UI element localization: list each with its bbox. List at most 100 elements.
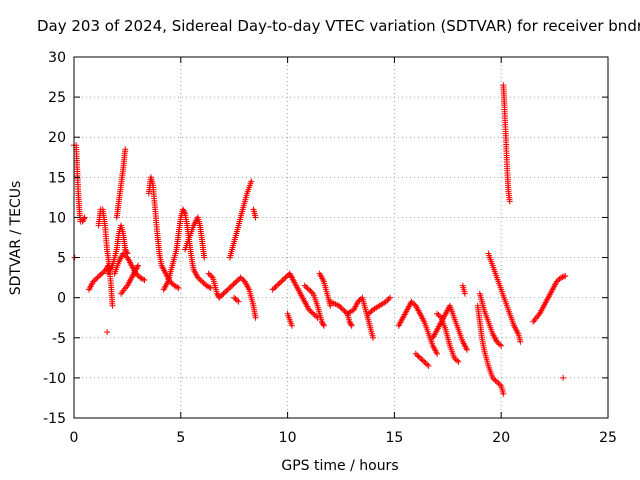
data-point xyxy=(303,284,310,290)
y-tick-label: 20 xyxy=(48,130,66,146)
data-point xyxy=(311,312,318,318)
data-point xyxy=(208,273,215,280)
data-point xyxy=(313,313,320,320)
y-tick-label: 0 xyxy=(57,291,66,307)
data-point xyxy=(318,318,325,325)
data-point xyxy=(80,217,87,224)
data-point xyxy=(492,377,499,384)
data-point xyxy=(493,378,500,385)
data-point xyxy=(90,278,97,285)
data-point xyxy=(491,376,498,383)
data-point xyxy=(94,274,101,281)
y-tick-label: 10 xyxy=(48,210,66,226)
data-point xyxy=(252,214,259,221)
data-point xyxy=(320,322,327,329)
data-point xyxy=(498,342,505,349)
data-point xyxy=(230,281,237,288)
data-point xyxy=(306,306,312,313)
data-point xyxy=(232,296,239,302)
data-point xyxy=(219,292,226,298)
data-point xyxy=(562,273,569,280)
data-point xyxy=(224,286,231,293)
x-tick-label: 20 xyxy=(492,430,510,446)
data-point xyxy=(134,263,141,270)
data-point xyxy=(385,296,392,302)
data-point xyxy=(335,302,342,309)
data-point xyxy=(437,313,443,320)
grid-lines xyxy=(74,57,608,418)
data-point xyxy=(196,275,203,282)
data-point xyxy=(425,362,432,369)
data-point xyxy=(434,350,441,357)
data-point xyxy=(301,282,308,289)
data-point xyxy=(304,285,311,292)
data-points xyxy=(71,82,569,397)
data-point xyxy=(278,278,285,285)
data-point xyxy=(273,282,280,289)
plot-frame xyxy=(73,56,609,419)
data-point xyxy=(348,321,354,328)
data-point xyxy=(234,297,240,304)
data-point xyxy=(279,277,286,284)
data-point xyxy=(496,341,503,348)
data-point xyxy=(194,274,201,281)
data-point xyxy=(248,178,255,185)
x-tick-label: 25 xyxy=(599,430,617,446)
data-point xyxy=(223,288,230,294)
data-point xyxy=(414,352,421,359)
data-point xyxy=(252,314,259,321)
data-point xyxy=(98,270,105,277)
data-point xyxy=(348,322,355,329)
y-tick-label: 15 xyxy=(48,170,66,186)
data-point xyxy=(320,321,327,328)
data-point xyxy=(237,274,244,281)
data-point xyxy=(387,294,394,301)
x-tick-label: 0 xyxy=(70,430,79,446)
y-tick-label: -5 xyxy=(52,331,66,347)
data-point xyxy=(231,280,238,286)
data-point xyxy=(121,251,128,258)
data-point xyxy=(197,277,204,284)
data-point xyxy=(422,360,429,367)
data-point xyxy=(217,293,224,300)
data-point xyxy=(355,298,362,305)
data-point xyxy=(133,265,140,272)
data-point xyxy=(489,374,496,381)
data-point xyxy=(140,276,147,283)
data-point xyxy=(220,290,227,297)
data-point xyxy=(276,280,283,286)
data-point xyxy=(199,278,206,285)
data-point xyxy=(231,294,238,301)
x-axis-label: GPS time / hours xyxy=(281,458,398,474)
data-point xyxy=(451,354,458,361)
data-point xyxy=(122,146,129,153)
data-point xyxy=(454,357,461,364)
data-point xyxy=(174,284,181,291)
data-point xyxy=(455,358,462,365)
x-tick-label: 5 xyxy=(176,430,185,446)
data-point xyxy=(409,300,416,306)
data-point xyxy=(81,214,88,221)
data-point xyxy=(205,270,212,277)
data-point xyxy=(464,346,471,353)
data-point xyxy=(347,320,354,327)
data-point xyxy=(95,273,102,280)
data-point xyxy=(421,358,428,365)
data-point xyxy=(233,278,240,285)
data-point xyxy=(272,284,279,290)
data-point xyxy=(109,302,116,309)
data-point xyxy=(221,289,228,296)
data-point xyxy=(282,274,289,281)
data-point xyxy=(123,247,129,254)
data-point xyxy=(141,277,148,284)
y-tick-label: 5 xyxy=(57,251,66,267)
data-point xyxy=(341,308,348,314)
y-tick-label: -15 xyxy=(43,411,66,427)
data-point xyxy=(506,198,513,205)
data-point xyxy=(235,298,242,305)
data-point xyxy=(495,340,502,347)
data-point xyxy=(104,329,111,336)
y-axis-label: SDTVAR / TECUs xyxy=(8,181,24,296)
data-point xyxy=(408,298,415,305)
data-point xyxy=(384,297,391,304)
